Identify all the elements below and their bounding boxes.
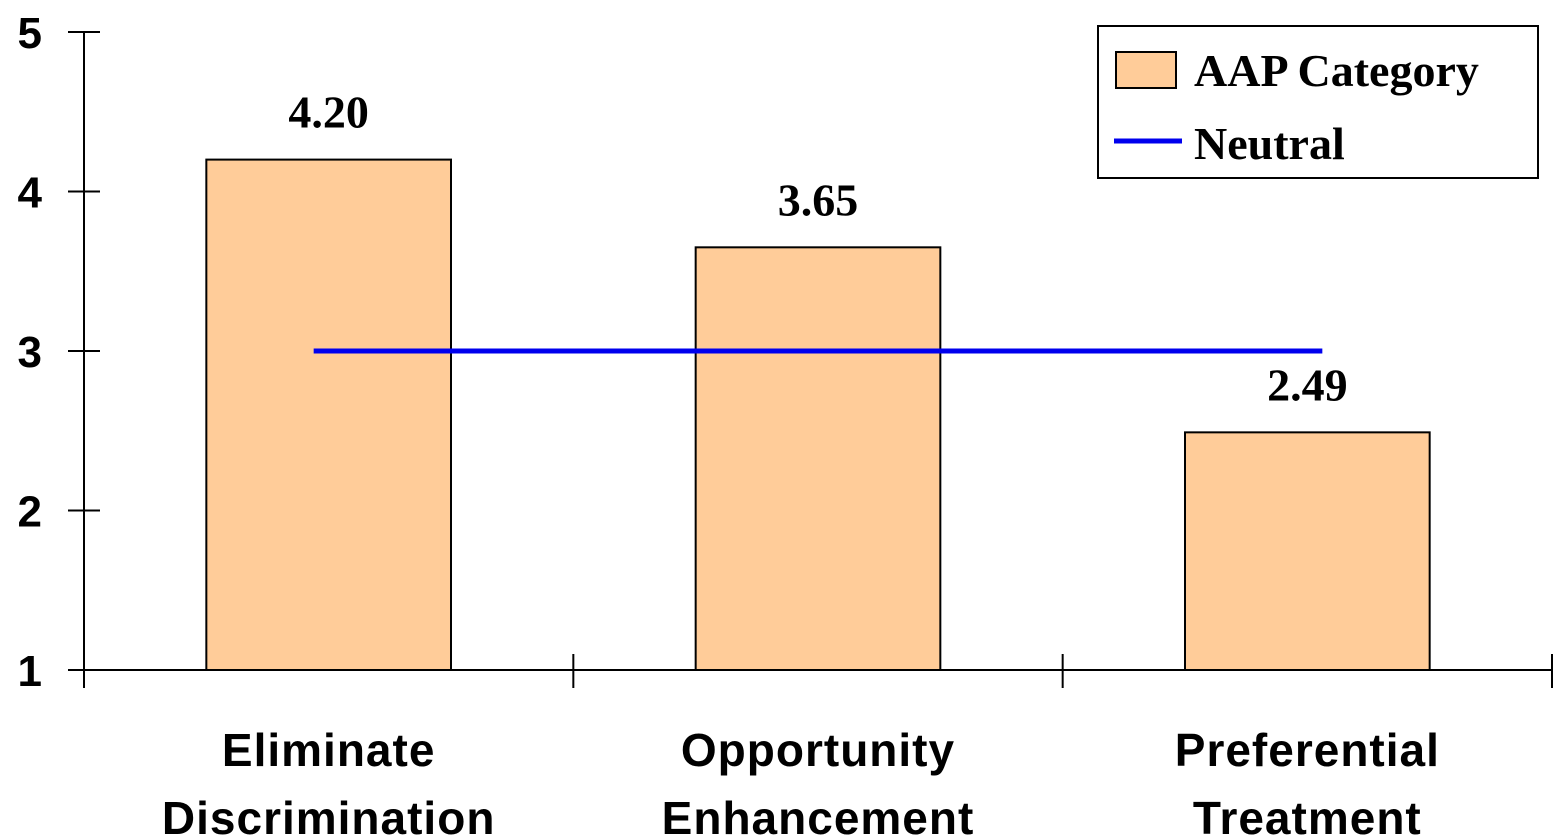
bar-value-label: 4.20 [288,87,369,138]
legend-swatch-aap-category [1115,51,1177,89]
bar-value-label: 2.49 [1267,359,1348,410]
bar [205,158,452,671]
x-category-label: Preferential Treatment [1175,724,1440,840]
x-category-label: Opportunity Enhancement [662,724,975,840]
y-axis: 1 2 3 4 5 [18,9,100,696]
x-category-label: Eliminate Discrimination [162,724,496,840]
legend: AAP Category Neutral [1097,25,1539,179]
bar [1184,431,1431,671]
bar [694,246,942,671]
data-labels: 4.20 3.65 2.49 [288,87,1347,411]
y-tick-label: 1 [18,647,42,696]
y-tick-label: 5 [18,9,42,58]
y-tick-label: 2 [18,488,42,537]
legend-label-neutral: Neutral [1194,118,1345,169]
x-axis: Eliminate Discrimination Opportunity Enhanc… [83,654,1553,840]
bars [205,158,1431,671]
y-tick-label: 4 [18,169,43,218]
y-tick-label: 3 [18,328,42,377]
bar-value-label: 3.65 [778,174,859,225]
legend-label-aap-category: AAP Category [1194,45,1479,96]
